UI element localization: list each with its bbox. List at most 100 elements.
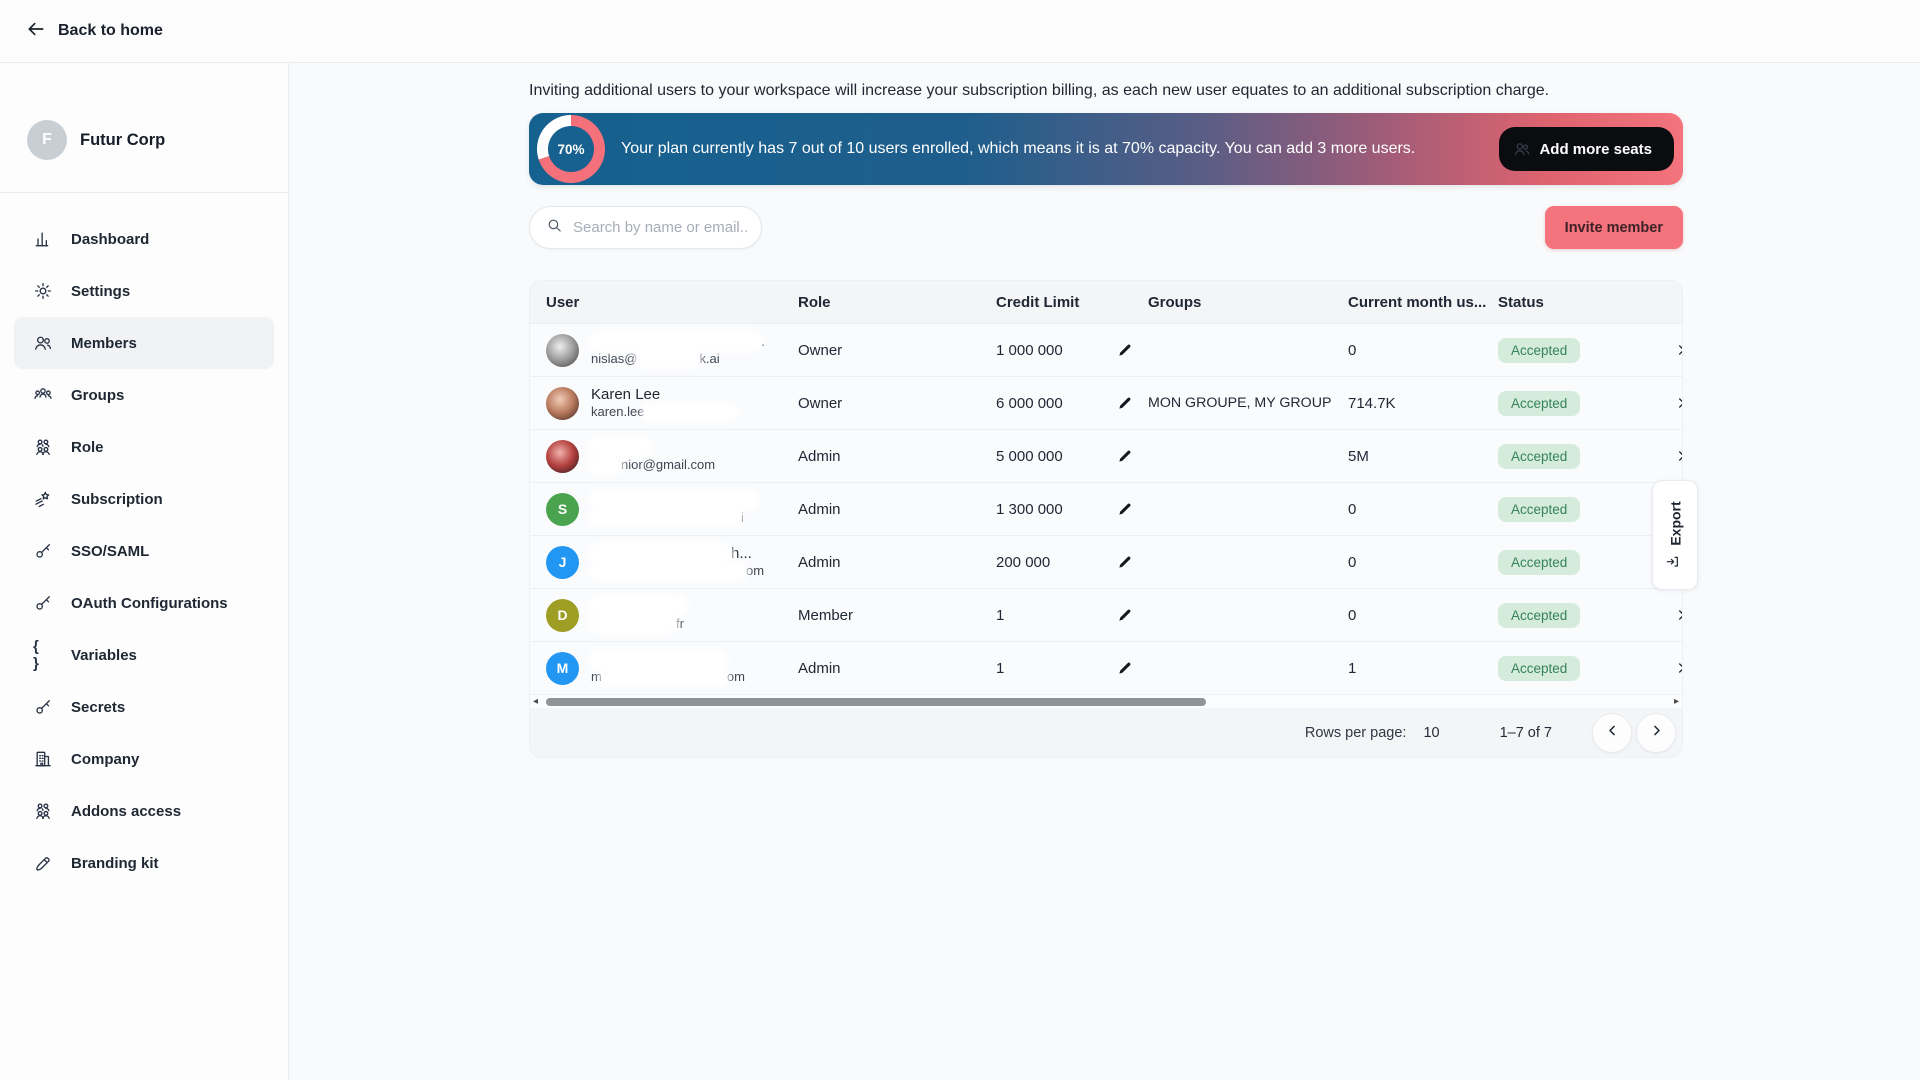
table-row[interactable]: Karen Lee karen.lee Owner 6 000 000 MON …	[530, 376, 1682, 429]
back-to-home-button[interactable]: Back to home	[26, 19, 163, 44]
sidebar-item-addons-access[interactable]: Addons access	[14, 785, 274, 837]
sidebar-item-company[interactable]: Company	[14, 733, 274, 785]
user-name	[591, 439, 715, 458]
status-cell: Accepted	[1498, 337, 1650, 363]
table-row[interactable]: S i Admin 1 300 000 0 Accepted	[530, 482, 1682, 535]
column-header: Credit Limit	[996, 293, 1080, 311]
sidebar-item-branding-kit[interactable]: Branding kit	[14, 837, 274, 889]
sidebar-item-label: Subscription	[71, 490, 163, 508]
status-cell: Accepted	[1498, 390, 1650, 416]
table-row[interactable]: D fr Member 1 0 Accepted	[530, 588, 1682, 641]
sidebar-item-sso-saml[interactable]: SSO/SAML	[14, 525, 274, 577]
chevron-right-icon	[1675, 342, 1682, 358]
credit-limit-cell: 1 000 000	[996, 341, 1148, 359]
table-row[interactable]: . nislas@ k.ai Owner 1 000 000 0 Accepted	[530, 323, 1682, 376]
status-cell: Accepted	[1498, 443, 1650, 469]
workspace-switcher[interactable]: F Futur Corp	[0, 63, 288, 160]
sidebar-item-label: Company	[71, 750, 140, 768]
sidebar-divider	[0, 192, 288, 193]
previous-page-button[interactable]	[1592, 712, 1632, 753]
edit-pencil-icon[interactable]	[1116, 394, 1134, 412]
scrollbar-thumb[interactable]	[546, 698, 1206, 706]
people-icon	[33, 801, 53, 821]
sidebar-item-label: SSO/SAML	[71, 542, 150, 560]
sidebar-item-label: Branding kit	[71, 854, 159, 872]
members-icon	[1513, 140, 1531, 158]
export-label: Export	[1667, 500, 1683, 546]
sidebar-item-groups[interactable]: Groups	[14, 369, 274, 421]
chevron-right-icon	[1675, 607, 1682, 623]
column-header: Groups	[1148, 293, 1202, 311]
credit-limit-cell: 1	[996, 606, 1148, 624]
table-row[interactable]: M m om Admin 1 1 Accepted	[530, 641, 1682, 694]
credit-limit-cell: 6 000 000	[996, 394, 1148, 412]
chevron-left-icon	[1605, 723, 1620, 742]
sidebar-item-settings[interactable]: Settings	[14, 265, 274, 317]
avatar	[546, 386, 579, 420]
row-chevron[interactable]	[1675, 342, 1682, 358]
rows-per-page-value[interactable]: 10	[1423, 724, 1440, 741]
table-row[interactable]: nior@gmail.com Admin 5 000 000 5M Accept…	[530, 429, 1682, 482]
edit-pencil-icon[interactable]	[1116, 606, 1134, 624]
user-email: nior@gmail.com	[591, 457, 715, 473]
status-cell: Accepted	[1498, 496, 1650, 522]
role-cell: Admin	[798, 447, 841, 465]
edit-pencil-icon[interactable]	[1116, 341, 1134, 359]
topbar: Back to home	[0, 0, 1920, 63]
avatar	[546, 439, 579, 473]
edit-pencil-icon[interactable]	[1116, 659, 1134, 677]
sidebar-item-members[interactable]: Members	[14, 317, 274, 369]
key-icon	[33, 593, 53, 613]
sidebar-item-dashboard[interactable]: Dashboard	[14, 213, 274, 265]
chevron-right-icon	[1675, 660, 1682, 676]
key-icon	[33, 697, 53, 717]
add-more-seats-button[interactable]: Add more seats	[1499, 127, 1674, 171]
sidebar-item-secrets[interactable]: Secrets	[14, 681, 274, 733]
export-button[interactable]: Export	[1652, 480, 1698, 590]
user-name	[591, 492, 756, 511]
usage-cell: 5M	[1348, 447, 1369, 465]
user-cell: M m om	[546, 651, 798, 686]
sidebar-nav: Dashboard Settings Members Groups Role Subscr…	[0, 213, 288, 889]
role-cell: Owner	[798, 341, 843, 359]
role-cell: Admin	[798, 500, 841, 518]
avatar: M	[546, 651, 579, 685]
rows-per-page-label: Rows per page:	[1304, 724, 1407, 741]
status-badge: Accepted	[1498, 602, 1581, 628]
next-page-button[interactable]	[1636, 712, 1676, 753]
user-email: karen.lee	[591, 404, 737, 420]
sidebar-item-oauth-configurations[interactable]: OAuth Configurations	[14, 577, 274, 629]
download-icon	[1665, 553, 1686, 569]
credit-limit-value: 1	[996, 606, 1005, 624]
invite-member-button[interactable]: Invite member	[1544, 206, 1683, 249]
credit-limit-value: 1	[996, 659, 1005, 677]
row-chevron[interactable]	[1675, 660, 1682, 676]
members-icon	[33, 333, 53, 353]
credit-limit-cell: 5 000 000	[996, 447, 1148, 465]
role-cell: Admin	[798, 553, 841, 571]
edit-pencil-icon[interactable]	[1116, 447, 1134, 465]
row-chevron[interactable]	[1675, 448, 1682, 464]
sidebar-item-subscription[interactable]: Subscription	[14, 473, 274, 525]
horizontal-scrollbar: ◂ ▸	[530, 694, 1682, 708]
row-chevron[interactable]	[1675, 607, 1682, 623]
sidebar-item-role[interactable]: Role	[14, 421, 274, 473]
edit-pencil-icon[interactable]	[1116, 500, 1134, 518]
add-more-seats-label: Add more seats	[1539, 140, 1652, 158]
table-footer: Rows per page: 10 1–7 of 7	[530, 708, 1682, 757]
table-row[interactable]: J h... om Admin 200 000 0 Accepted	[530, 535, 1682, 588]
user-cell: S i	[546, 492, 798, 527]
edit-pencil-icon[interactable]	[1116, 553, 1134, 571]
status-cell: Accepted	[1498, 549, 1650, 575]
groups-icon	[33, 385, 53, 405]
role-cell: Member	[798, 606, 854, 624]
capacity-banner: 70% Your plan currently has 7 out of 10 …	[529, 113, 1683, 185]
scroll-left-arrow[interactable]: ◂	[533, 696, 539, 707]
row-chevron[interactable]	[1675, 395, 1682, 411]
user-name: .	[591, 333, 765, 352]
status-badge: Accepted	[1498, 655, 1581, 681]
status-badge: Accepted	[1498, 443, 1581, 469]
scroll-right-arrow[interactable]: ▸	[1673, 696, 1679, 707]
sidebar-item-variables[interactable]: { } Variables	[14, 629, 274, 681]
search-input[interactable]	[573, 219, 747, 236]
